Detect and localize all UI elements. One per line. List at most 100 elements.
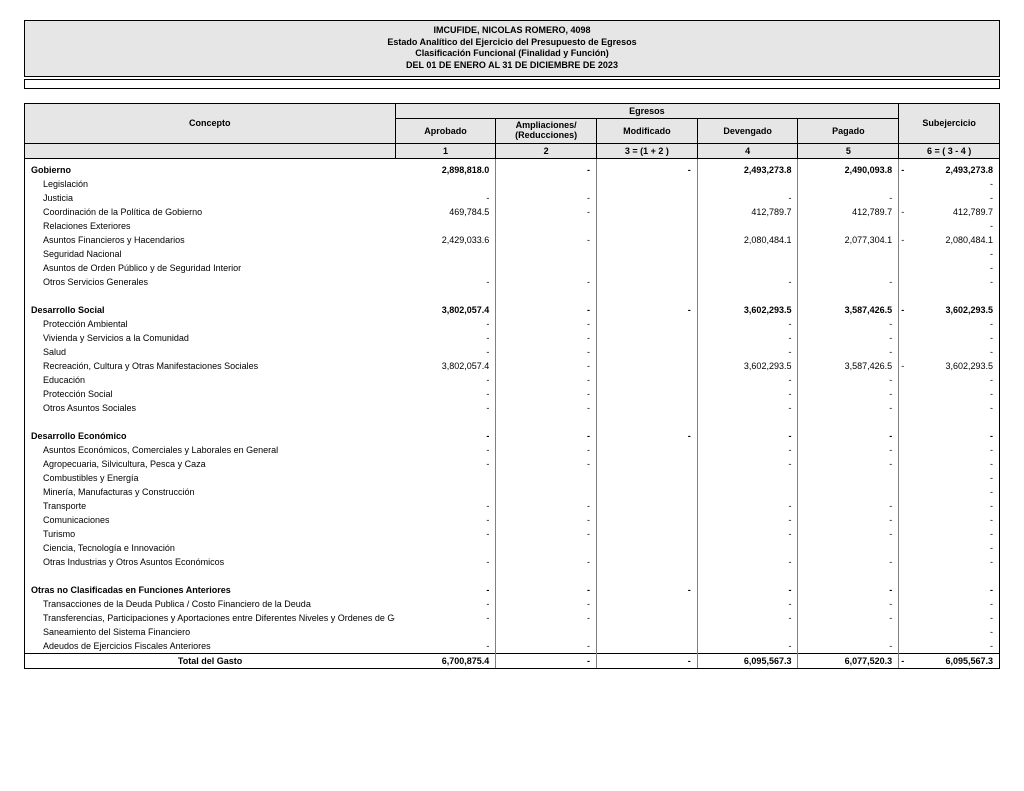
value-cell: 3,802,057.4 — [395, 359, 496, 373]
value-cell: - — [697, 275, 798, 289]
value-cell — [798, 541, 899, 555]
blank-cell — [496, 569, 597, 583]
concept-cell: Comunicaciones — [25, 513, 396, 527]
header-line-2: Estado Analítico del Ejercicio del Presu… — [25, 37, 999, 49]
table-row: Adeudos de Ejercicios Fiscales Anteriore… — [25, 639, 1000, 654]
value-cell — [597, 317, 698, 331]
value-cell: - — [899, 401, 1000, 415]
value-cell: - — [899, 191, 1000, 205]
value-cell: - — [697, 443, 798, 457]
value-cell: - — [496, 499, 597, 513]
value-cell — [496, 261, 597, 275]
value-cell: - — [597, 158, 698, 177]
blank-cell — [25, 569, 396, 583]
value-cell: - — [496, 513, 597, 527]
value-cell — [496, 219, 597, 233]
value-cell: - — [899, 177, 1000, 191]
value-cell: - — [395, 429, 496, 443]
value-cell: - — [899, 471, 1000, 485]
blank-cell — [25, 289, 396, 303]
blank-cell — [697, 569, 798, 583]
concept-cell: Recreación, Cultura y Otras Manifestacio… — [25, 359, 396, 373]
header-line-4: DEL 01 DE ENERO AL 31 DE DICIEMBRE DE 20… — [25, 60, 999, 72]
value-cell: - — [798, 275, 899, 289]
value-cell: - — [798, 317, 899, 331]
value-cell: - — [395, 527, 496, 541]
value-cell: - — [697, 527, 798, 541]
value-cell: - — [395, 457, 496, 471]
value-cell: - — [395, 583, 496, 597]
table-row: Coordinación de la Política de Gobierno4… — [25, 205, 1000, 219]
blank-cell — [697, 415, 798, 429]
table-row: Minería, Manufacturas y Construcción- — [25, 485, 1000, 499]
table-row: Protección Social----- — [25, 387, 1000, 401]
col-num-blank — [25, 143, 396, 158]
value-cell: - — [496, 373, 597, 387]
blank-cell — [899, 569, 1000, 583]
table-row: Otras Industrias y Otros Asuntos Económi… — [25, 555, 1000, 569]
table-row: Justicia----- — [25, 191, 1000, 205]
value-cell: - — [395, 597, 496, 611]
table-row: Combustibles y Energía- — [25, 471, 1000, 485]
table-row: Ciencia, Tecnología e Innovación- — [25, 541, 1000, 555]
table-row: Transporte----- — [25, 499, 1000, 513]
concept-cell: Transacciones de la Deuda Publica / Cost… — [25, 597, 396, 611]
value-cell: - — [899, 429, 1000, 443]
value-cell: 2,429,033.6 — [395, 233, 496, 247]
col-n1: 1 — [395, 143, 496, 158]
value-cell — [597, 499, 698, 513]
value-cell — [798, 471, 899, 485]
value-cell: - — [597, 583, 698, 597]
value-cell — [597, 275, 698, 289]
value-cell: 469,784.5 — [395, 205, 496, 219]
value-cell: - — [798, 583, 899, 597]
table-row: Vivienda y Servicios a la Comunidad----- — [25, 331, 1000, 345]
value-cell: - — [697, 639, 798, 654]
value-cell: - — [899, 387, 1000, 401]
blank-cell — [899, 289, 1000, 303]
value-cell — [597, 261, 698, 275]
value-cell: - — [899, 275, 1000, 289]
value-cell: - — [899, 583, 1000, 597]
value-cell: - — [496, 429, 597, 443]
table-row: Turismo----- — [25, 527, 1000, 541]
value-cell: 2,080,484.1 — [697, 233, 798, 247]
concept-cell: Adeudos de Ejercicios Fiscales Anteriore… — [25, 639, 396, 654]
col-concepto: Concepto — [25, 103, 396, 143]
value-cell — [496, 485, 597, 499]
value-cell: - — [798, 499, 899, 513]
concept-cell: Seguridad Nacional — [25, 247, 396, 261]
value-cell: - — [395, 401, 496, 415]
value-cell: 2,493,273.8 — [697, 158, 798, 177]
value-cell: - — [496, 597, 597, 611]
blank-cell — [395, 569, 496, 583]
value-cell: 2,080,484.1 — [899, 233, 1000, 247]
value-cell — [597, 219, 698, 233]
blank-cell — [395, 289, 496, 303]
col-aprobado: Aprobado — [395, 118, 496, 143]
table-body: Gobierno2,898,818.0--2,493,273.82,490,09… — [25, 158, 1000, 668]
value-cell: - — [798, 443, 899, 457]
value-cell: - — [496, 275, 597, 289]
col-n4: 4 — [697, 143, 798, 158]
col-modificado: Modificado — [597, 118, 698, 143]
value-cell: - — [697, 373, 798, 387]
table-row: Transacciones de la Deuda Publica / Cost… — [25, 597, 1000, 611]
table-row: Agropecuaria, Silvicultura, Pesca y Caza… — [25, 457, 1000, 471]
value-cell: - — [395, 499, 496, 513]
blank-cell — [25, 415, 396, 429]
value-cell: - — [798, 597, 899, 611]
value-cell: 3,602,293.5 — [899, 359, 1000, 373]
value-cell: - — [798, 401, 899, 415]
value-cell: - — [395, 639, 496, 654]
col-n5: 5 — [798, 143, 899, 158]
blank-cell — [597, 569, 698, 583]
value-cell — [395, 541, 496, 555]
value-cell: - — [899, 261, 1000, 275]
blank-cell — [496, 415, 597, 429]
value-cell: - — [798, 457, 899, 471]
concept-cell: Desarrollo Social — [25, 303, 396, 317]
value-cell — [697, 541, 798, 555]
value-cell: - — [697, 401, 798, 415]
value-cell: - — [899, 499, 1000, 513]
